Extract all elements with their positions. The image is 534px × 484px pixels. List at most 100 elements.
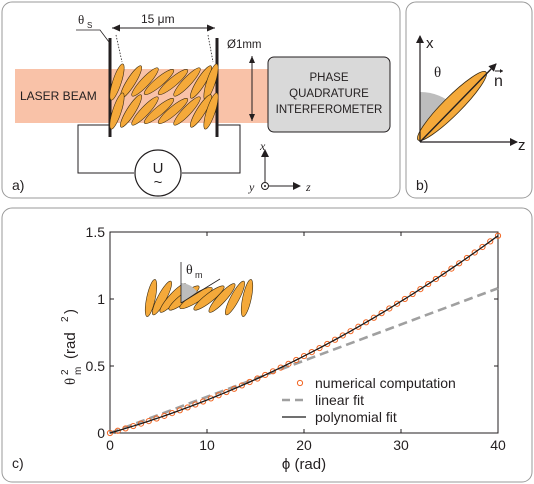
diameter-label: Ø1mm (227, 39, 262, 51)
right-boundary-dotted (207, 34, 214, 63)
numerical-point (262, 371, 269, 379)
panel-b-frame (405, 1, 533, 199)
numerical-point (448, 265, 455, 272)
circuit-wire-right (182, 124, 241, 174)
linear-fit-line (109, 287, 499, 435)
numerical-point (130, 422, 137, 430)
numerical-point (432, 275, 440, 283)
numerical-point (401, 295, 408, 303)
ac-symbol: ~ (154, 174, 163, 191)
numerical-point (168, 410, 176, 417)
numerical-point (479, 243, 486, 251)
panel-a-frame (1, 1, 401, 199)
numerical-point (161, 412, 168, 419)
numerical-point (238, 382, 246, 389)
laser-beam-label: LASER BEAM (20, 89, 97, 103)
numerical-point (386, 305, 393, 312)
molecule (109, 63, 125, 101)
y-axis-label-part: m (73, 367, 84, 375)
numerical-point (145, 417, 152, 425)
molecule (157, 98, 189, 124)
molecule (189, 65, 213, 99)
molecule (131, 96, 159, 126)
width-label: 15 μm (141, 12, 175, 26)
director-n-arrow (419, 63, 497, 143)
inset-theta-label: θ (186, 263, 193, 278)
y-tick-label: 0 (97, 425, 105, 441)
molecule (109, 92, 125, 130)
molecule (203, 92, 219, 130)
numerical-point (285, 360, 292, 367)
x-tick-label: 10 (199, 437, 215, 453)
axis-z-label: z (305, 180, 311, 194)
numerical-point (207, 395, 214, 402)
molecule (143, 69, 175, 95)
numerical-point (192, 401, 199, 408)
plot-frame (109, 231, 499, 434)
panel-a: LASER BEAM 15 μm θ S Ø1mm PHASE QUADRATU… (1, 1, 401, 199)
molecule (157, 69, 189, 95)
inset-theta-wedge (181, 283, 197, 303)
theta-s-subscript: S (87, 21, 92, 30)
numerical-point (471, 249, 478, 256)
y-axis-label-part: (rad (62, 332, 79, 359)
axis-y-label: y (248, 180, 255, 194)
numerical-point (378, 310, 385, 317)
legend-numerical-marker (296, 379, 304, 387)
numerical-point (122, 425, 129, 432)
numerical-point (231, 385, 238, 392)
numerical-point (277, 364, 284, 371)
numerical-point (269, 368, 277, 375)
legend-linear-label: linear fit (315, 392, 364, 408)
numerical-point (176, 407, 183, 414)
legend-polynomial-label: polynomial fit (315, 409, 397, 425)
axis-x-label: x (259, 139, 266, 153)
y-axis-label-part: ) (62, 309, 79, 314)
numerical-point (331, 336, 339, 343)
numerical-point (494, 232, 502, 239)
panel-a-label: a) (12, 177, 24, 193)
b-axis-z-label: z (518, 137, 526, 154)
x-tick-label: 30 (393, 437, 409, 453)
box-line-3: INTERFEROMETER (276, 104, 383, 116)
numerical-point (114, 427, 121, 434)
molecule (173, 96, 201, 126)
numerical-point (137, 420, 145, 427)
y-tick-label: 0.5 (86, 358, 106, 374)
circuit-wire (77, 124, 134, 174)
numerical-point (254, 375, 261, 382)
numerical-point (200, 398, 207, 405)
panel-b-label: b) (416, 177, 428, 193)
numerical-point (153, 415, 160, 422)
legend-numerical-label: numerical computation (315, 375, 456, 391)
numerical-point (308, 349, 315, 356)
molecule (143, 98, 175, 124)
x-tick-label: 40 (490, 437, 506, 453)
numerical-point (293, 356, 300, 364)
phase-quadrature-interferometer-box (267, 56, 391, 133)
b-axis-x-label: x (426, 35, 434, 52)
x-axis-label: ϕ (rad) (282, 456, 326, 473)
numerical-point (487, 238, 494, 245)
molecule-ellipse (417, 71, 487, 141)
numerical-point (106, 429, 114, 437)
numerical-point (463, 254, 471, 262)
inset-molecules (144, 279, 254, 317)
y-tick-label: 1 (97, 291, 105, 307)
inset-molecule (208, 283, 236, 313)
theta-s-label: θ (78, 12, 84, 27)
x-tick-label: 0 (106, 437, 114, 453)
numerical-point (324, 340, 331, 348)
inset-molecule (225, 280, 245, 316)
voltage-source (134, 149, 182, 197)
b-n-label: n (494, 73, 503, 90)
panel-c-frame (1, 207, 533, 483)
numerical-point (417, 285, 424, 293)
inset-molecule (240, 279, 254, 317)
numerical-point (339, 332, 346, 339)
box-line-1: PHASE (310, 72, 349, 84)
b-theta-label: θ (434, 65, 441, 81)
